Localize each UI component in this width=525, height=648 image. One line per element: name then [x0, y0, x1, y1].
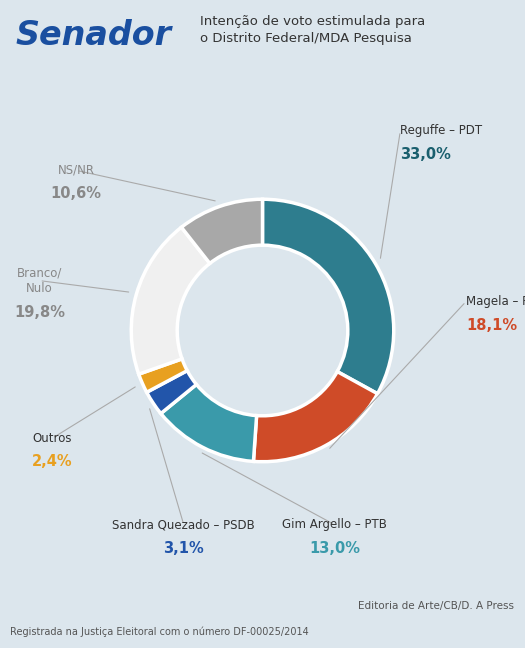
- Text: Intenção de voto estimulada para
o Distrito Federal/MDA Pesquisa: Intenção de voto estimulada para o Distr…: [200, 15, 425, 45]
- Text: Editoria de Arte/CB/D. A Press: Editoria de Arte/CB/D. A Press: [359, 601, 514, 611]
- Text: Branco/
Nulo: Branco/ Nulo: [17, 266, 62, 295]
- Text: Registrada na Justiça Eleitoral com o número DF-00025/2014: Registrada na Justiça Eleitoral com o nú…: [10, 627, 309, 637]
- Text: Gim Argello – PTB: Gim Argello – PTB: [282, 518, 387, 531]
- Text: Sandra Quezado – PSDB: Sandra Quezado – PSDB: [112, 518, 255, 531]
- Wedge shape: [262, 199, 394, 394]
- Text: 13,0%: 13,0%: [309, 541, 360, 556]
- Text: 33,0%: 33,0%: [400, 147, 451, 162]
- Text: 3,1%: 3,1%: [163, 541, 204, 556]
- Wedge shape: [161, 384, 257, 461]
- Text: 2,4%: 2,4%: [32, 454, 73, 469]
- Wedge shape: [139, 359, 187, 392]
- Wedge shape: [182, 199, 262, 263]
- Text: Outros: Outros: [33, 432, 72, 445]
- Text: Senador: Senador: [16, 19, 172, 52]
- Wedge shape: [146, 371, 196, 413]
- Text: Magela – PT: Magela – PT: [466, 295, 525, 308]
- Text: 19,8%: 19,8%: [14, 305, 65, 319]
- Text: 10,6%: 10,6%: [50, 187, 102, 202]
- Text: NS/NR: NS/NR: [58, 164, 94, 177]
- Wedge shape: [254, 371, 377, 462]
- Text: 18,1%: 18,1%: [466, 318, 517, 332]
- Text: Reguffe – PDT: Reguffe – PDT: [400, 124, 482, 137]
- Wedge shape: [131, 227, 210, 374]
